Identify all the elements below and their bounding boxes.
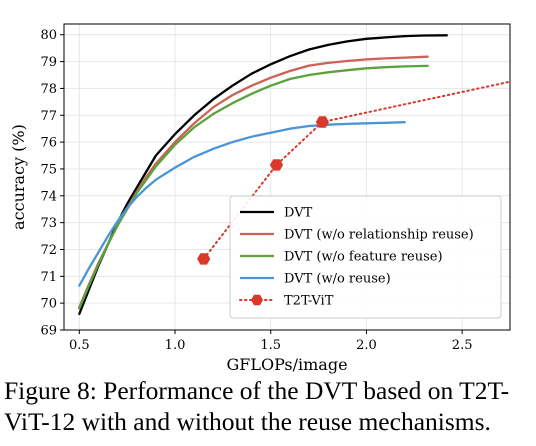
y-tick-label: 78 [40,82,57,97]
caption-line-2: ViT-12 with and without the reuse mechan… [4,407,491,436]
series-line [78,64,429,310]
x-tick-label: 2.5 [452,338,473,353]
y-tick-label: 76 [40,136,57,151]
caption-line-1: Figure 8: Performance of the DVT based o… [4,376,510,405]
x-tick-label: 2.0 [356,338,377,353]
legend-label: DVT (w/o relationship reuse) [284,228,474,243]
legend: DVT DVT (w/o relationship reuse) DVT (w/o … [229,195,502,319]
y-tick-label: 77 [40,109,57,124]
figure-caption: Figure 8: Performance of the DVT based o… [4,375,534,437]
legend-item: DVT (w/o reuse) [240,272,391,287]
legend-label: T2T-ViT [284,294,334,309]
x-tick-label: 0.5 [69,338,90,353]
y-tick-label: 69 [40,324,57,339]
legend-item: T2T-ViT [239,294,334,309]
series-marker [197,253,211,265]
x-axis-label: GFLOPs/image [226,355,347,374]
legend-label: DVT [284,206,313,221]
y-tick-label: 71 [40,270,57,285]
legend-label: DVT (w/o feature reuse) [284,250,443,265]
y-tick-label: 72 [40,243,57,258]
plot-frame [63,23,511,331]
x-tick-label: 1.0 [165,338,186,353]
legend-box [229,195,502,319]
ticks: 0.5 1.0 1.5 2.0 2.5 69 70 71 72 73 74 75 76 77 78 79 80 [40,28,472,353]
legend-item: DVT (w/o feature reuse) [240,250,443,265]
series-2 [78,64,429,310]
series-line [78,121,406,287]
y-axis-label: accuracy (%) [9,124,28,230]
series-marker [269,159,284,171]
y-tick-label: 75 [40,162,57,177]
performance-chart: 0.5 1.0 1.5 2.0 2.5697071727374757677787980 … [9,23,511,374]
series-marker [315,116,329,128]
x-tick-label: 1.5 [260,338,281,353]
y-tick-label: 74 [40,189,57,204]
legend-label: DVT (w/o reuse) [284,272,391,287]
legend-marker [251,294,263,306]
legend-items: DVT DVT (w/o relationship reuse) DVT (w/o … [239,206,474,309]
legend-item: DVT [240,206,313,221]
legend-item: DVT (w/o relationship reuse) [240,228,474,243]
y-tick-label: 80 [40,28,57,43]
series-3 [78,121,406,287]
y-tick-label: 73 [40,216,57,231]
y-tick-label: 70 [40,297,57,312]
y-tick-label: 79 [40,55,57,70]
